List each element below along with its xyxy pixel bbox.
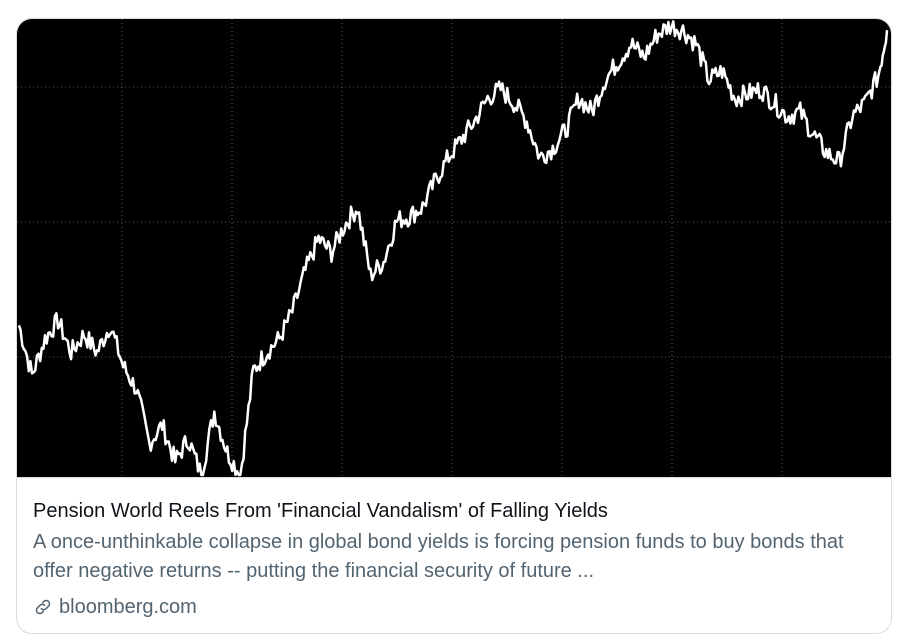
chart-series-line xyxy=(17,20,889,477)
bond-yield-chart xyxy=(17,19,891,477)
link-preview-card[interactable]: Pension World Reels From 'Financial Vand… xyxy=(16,18,892,634)
card-text-area: Pension World Reels From 'Financial Vand… xyxy=(17,477,891,633)
card-domain: bloomberg.com xyxy=(59,595,197,618)
card-title: Pension World Reels From 'Financial Vand… xyxy=(33,500,608,522)
card-domain-row[interactable]: bloomberg.com xyxy=(33,593,197,621)
card-description: A once-unthinkable collapse in global bo… xyxy=(33,531,844,582)
chart-grid xyxy=(17,19,891,477)
link-icon xyxy=(35,599,51,615)
